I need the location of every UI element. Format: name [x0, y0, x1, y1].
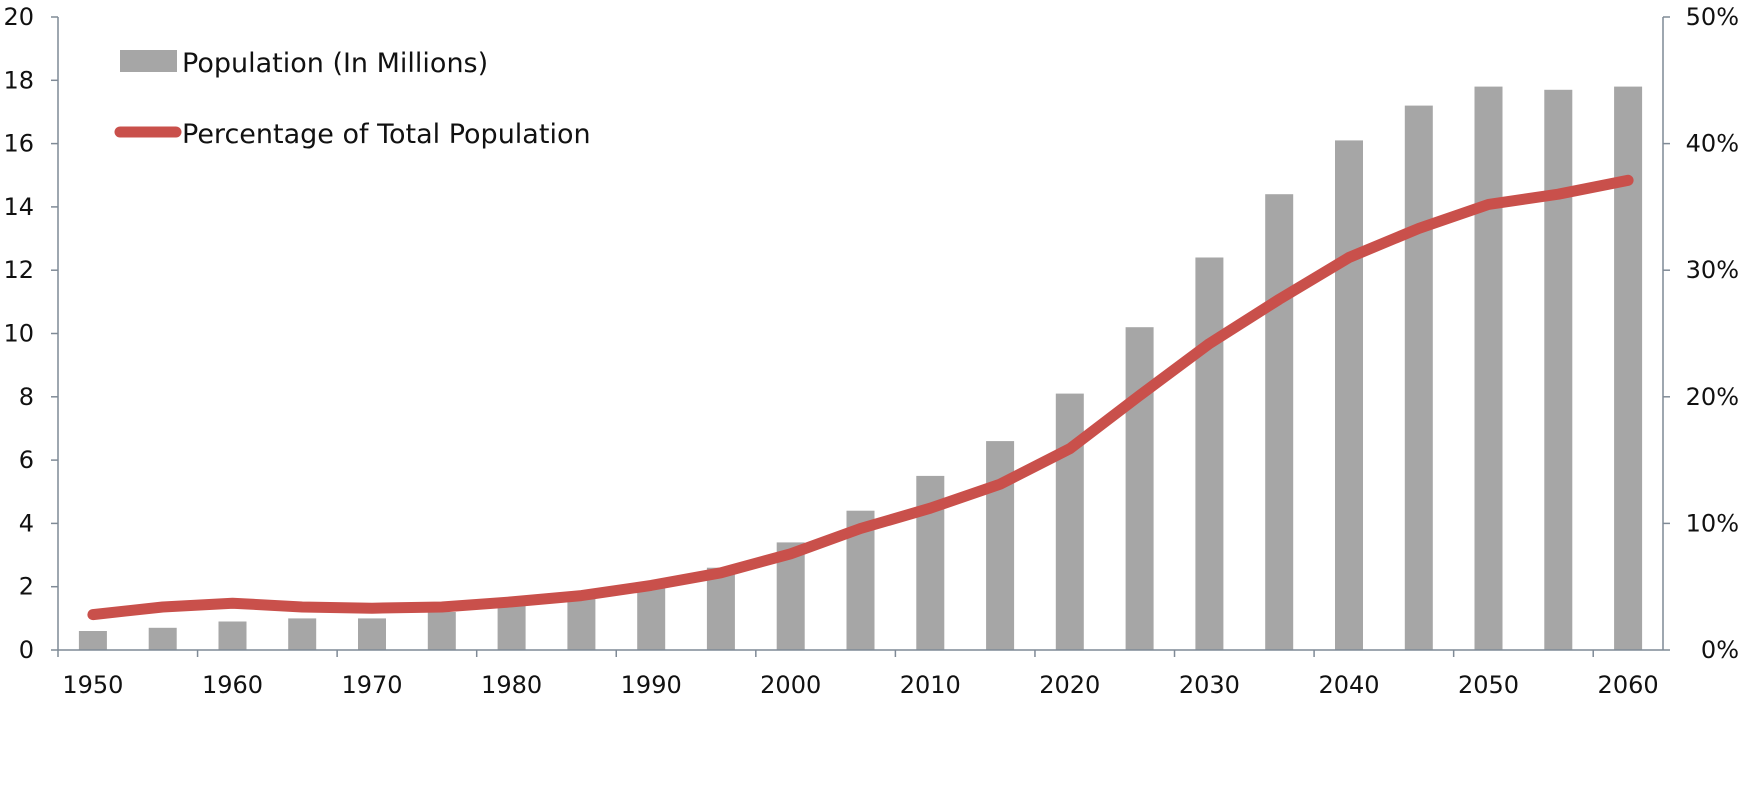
right-tick-label: 50%: [1686, 3, 1739, 31]
population-bar-1985: [567, 596, 596, 650]
left-tick-label: 10: [3, 320, 34, 348]
x-tick-label: 2010: [900, 671, 961, 699]
population-bar-1975: [427, 612, 456, 650]
population-bar-2050: [1474, 86, 1503, 651]
left-tick-label: 6: [19, 446, 34, 474]
x-tick-label: 2040: [1318, 671, 1379, 699]
population-bar-2035: [1265, 194, 1294, 650]
legend: Population (In Millions) Percentage of To…: [114, 48, 591, 150]
x-tick-label: 2020: [1039, 671, 1100, 699]
population-bar-2020: [1055, 393, 1084, 650]
population-bar-1995: [706, 567, 735, 650]
x-tick-label: 1980: [481, 671, 542, 699]
legend-swatch-population: [120, 50, 177, 72]
legend-label-population: Population (In Millions): [182, 48, 488, 79]
population-bar-2025: [1125, 327, 1154, 650]
population-bar-2060: [1614, 86, 1643, 651]
percentage-line: [87, 174, 1634, 621]
population-bar-1970: [358, 618, 386, 650]
left-tick-label: 20: [3, 3, 34, 31]
left-tick-label: 8: [19, 383, 34, 411]
population-bar-2015: [986, 441, 1015, 650]
population-bar-1965: [288, 618, 317, 650]
line-layer: [87, 174, 1634, 621]
left-tick-label: 14: [3, 193, 34, 221]
x-tick-label: 1990: [621, 671, 682, 699]
right-tick-label: 10%: [1686, 509, 1739, 537]
x-tick-label: 2060: [1598, 671, 1659, 699]
x-tick-label: 1960: [202, 671, 263, 699]
x-tick-label: 1950: [62, 671, 123, 699]
left-tick-label: 16: [3, 130, 34, 158]
left-tick-label: 12: [3, 256, 34, 284]
left-tick-label: 0: [19, 636, 34, 664]
population-bar-1950: [78, 631, 107, 650]
x-tick-label: 2050: [1458, 671, 1519, 699]
legend-label-percentage: Percentage of Total Population: [182, 119, 591, 150]
left-tick-label: 18: [3, 66, 34, 94]
x-tick-label: 2000: [760, 671, 821, 699]
population-bar-2030: [1195, 257, 1224, 650]
population-bar-2055: [1544, 89, 1573, 651]
population-bar-1990: [637, 586, 666, 650]
right-tick-label: 30%: [1686, 256, 1739, 284]
x-tick-label: 1970: [341, 671, 402, 699]
bars-layer: [78, 86, 1643, 651]
x-tick-label: 2030: [1179, 671, 1240, 699]
left-tick-label: 2: [19, 573, 34, 601]
right-tick-label: 20%: [1686, 383, 1739, 411]
left-tick-label: 4: [19, 509, 34, 537]
population-bar-1960: [218, 621, 247, 650]
population-bar-2045: [1404, 105, 1433, 651]
axes-layer: 0 2 4 6 8 10 12 14 16 18 20 0% 10% 20% 30% 40% 50% 1950 19…: [3, 3, 1739, 699]
population-bar-2040: [1335, 140, 1363, 650]
right-tick-label: 40%: [1686, 130, 1739, 158]
population-bar-1955: [148, 627, 177, 650]
right-tick-label: 0%: [1701, 636, 1739, 664]
population-bar-1980: [497, 602, 526, 650]
